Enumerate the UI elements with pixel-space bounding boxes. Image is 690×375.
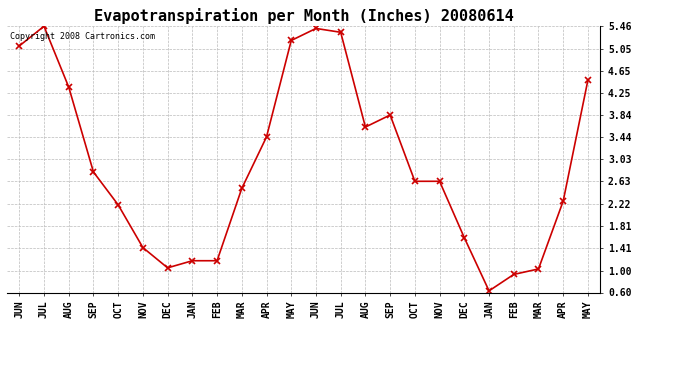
Text: Copyright 2008 Cartronics.com: Copyright 2008 Cartronics.com	[10, 32, 155, 40]
Title: Evapotranspiration per Month (Inches) 20080614: Evapotranspiration per Month (Inches) 20…	[94, 8, 513, 24]
